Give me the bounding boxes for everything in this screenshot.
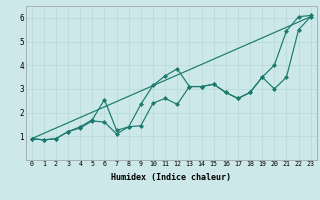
X-axis label: Humidex (Indice chaleur): Humidex (Indice chaleur) (111, 173, 231, 182)
